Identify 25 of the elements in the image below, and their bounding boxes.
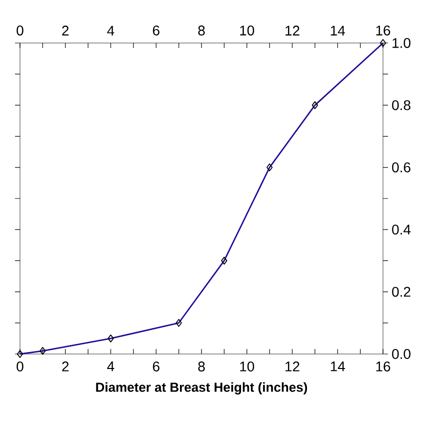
- x2-tick-label: 6: [152, 362, 160, 372]
- x-tick-label: 10: [240, 26, 254, 36]
- x2-tick-label: 8: [198, 362, 205, 372]
- x2-tick-label: 4: [107, 362, 114, 372]
- x-axis-title: Diameter at Breast Height (inches): [96, 382, 308, 394]
- x-tick-label: 2: [62, 26, 69, 36]
- y2-tick-label: 1.0: [392, 38, 410, 48]
- x-tick-label: 8: [198, 26, 205, 36]
- x-tick-label: 14: [330, 26, 345, 36]
- x2-tick-label: 0: [16, 362, 24, 372]
- y2-tick-label: 0.4: [392, 224, 411, 235]
- x2-tick-label: 16: [376, 362, 390, 372]
- x-tick-label: 16: [376, 26, 390, 36]
- x-tick-label: 12: [286, 26, 300, 36]
- x2-tick-label: 10: [240, 362, 254, 372]
- x2-tick-label: 14: [330, 362, 345, 372]
- y2-tick-label: 0.2: [392, 286, 410, 297]
- y2-tick-label: 0.0: [392, 349, 410, 359]
- x2-tick-label: 12: [286, 362, 300, 372]
- x2-tick-label: 2: [62, 362, 69, 372]
- y2-tick-label: 0.6: [392, 162, 410, 172]
- x-tick-label: 6: [152, 26, 160, 36]
- x-tick-label: 4: [107, 26, 114, 36]
- y2-tick-label: 0.8: [392, 100, 410, 110]
- x-tick-label: 0: [16, 26, 24, 36]
